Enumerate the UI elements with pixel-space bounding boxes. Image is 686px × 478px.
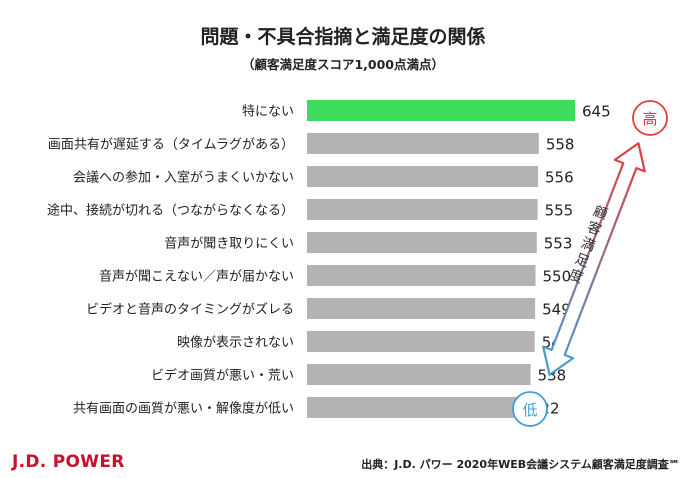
bar bbox=[307, 166, 539, 187]
value-label: 549 bbox=[542, 301, 571, 319]
chart-title: 問題・不具合指摘と満足度の関係 bbox=[200, 26, 486, 48]
svg-text:顧客満足度: 顧客満足度 bbox=[566, 203, 609, 286]
value-label: 550 bbox=[543, 268, 572, 286]
value-label: 556 bbox=[545, 169, 574, 187]
category-label: 音声が聞き取りにくい bbox=[164, 236, 294, 252]
category-label: ビデオ画質が悪い・荒い bbox=[151, 368, 294, 384]
category-label: 特にない bbox=[242, 105, 294, 120]
bar bbox=[307, 199, 538, 220]
bar bbox=[307, 331, 535, 352]
bar bbox=[307, 397, 524, 418]
value-label: 555 bbox=[545, 202, 574, 220]
category-label: 途中、接続が切れる（つながらなくなる） bbox=[47, 203, 294, 219]
low-label: 低 bbox=[522, 401, 537, 419]
value-label: 538 bbox=[538, 367, 567, 385]
satisfaction-scale: 高 低 顧客満足度 bbox=[512, 100, 668, 427]
bar bbox=[307, 232, 537, 253]
double-arrow-icon bbox=[542, 142, 646, 376]
category-label: 画面共有が遅延する（タイムラグがある） bbox=[48, 138, 294, 153]
category-label: 共有画面の画質が悪い・解像度が低い bbox=[73, 401, 294, 417]
category-label: 映像が表示されない bbox=[177, 336, 294, 351]
bar bbox=[307, 298, 536, 319]
jd-power-logo: J.D. POWER bbox=[12, 452, 125, 472]
value-label: 558 bbox=[546, 136, 575, 154]
bar bbox=[307, 265, 536, 286]
scale-arrow-label: 顧客満足度 bbox=[566, 203, 609, 286]
low-badge bbox=[512, 391, 548, 427]
value-label: 645 bbox=[582, 103, 611, 121]
high-label: 高 bbox=[642, 110, 657, 128]
bar bbox=[307, 133, 539, 154]
value-label: 553 bbox=[544, 235, 573, 253]
category-label: 会議への参加・入室がうまくいかない bbox=[73, 170, 294, 186]
category-label: ビデオと音声のタイミングがズレる bbox=[86, 302, 294, 318]
source-note: 出典：J.D. パワー 2020年WEB会議システム顧客満足度調査℠ bbox=[361, 458, 680, 471]
chart-subtitle: （顧客満足度スコア1,000点満点） bbox=[241, 57, 445, 72]
category-label: 音声が聞こえない／声が届かない bbox=[99, 269, 294, 285]
bar bbox=[307, 364, 531, 385]
bar bbox=[307, 100, 575, 121]
bars-layer: 特にない 645 画面共有が遅延する（タイムラグがある） 558 会議への参加・入室がう… bbox=[47, 100, 611, 418]
high-badge bbox=[632, 100, 668, 136]
